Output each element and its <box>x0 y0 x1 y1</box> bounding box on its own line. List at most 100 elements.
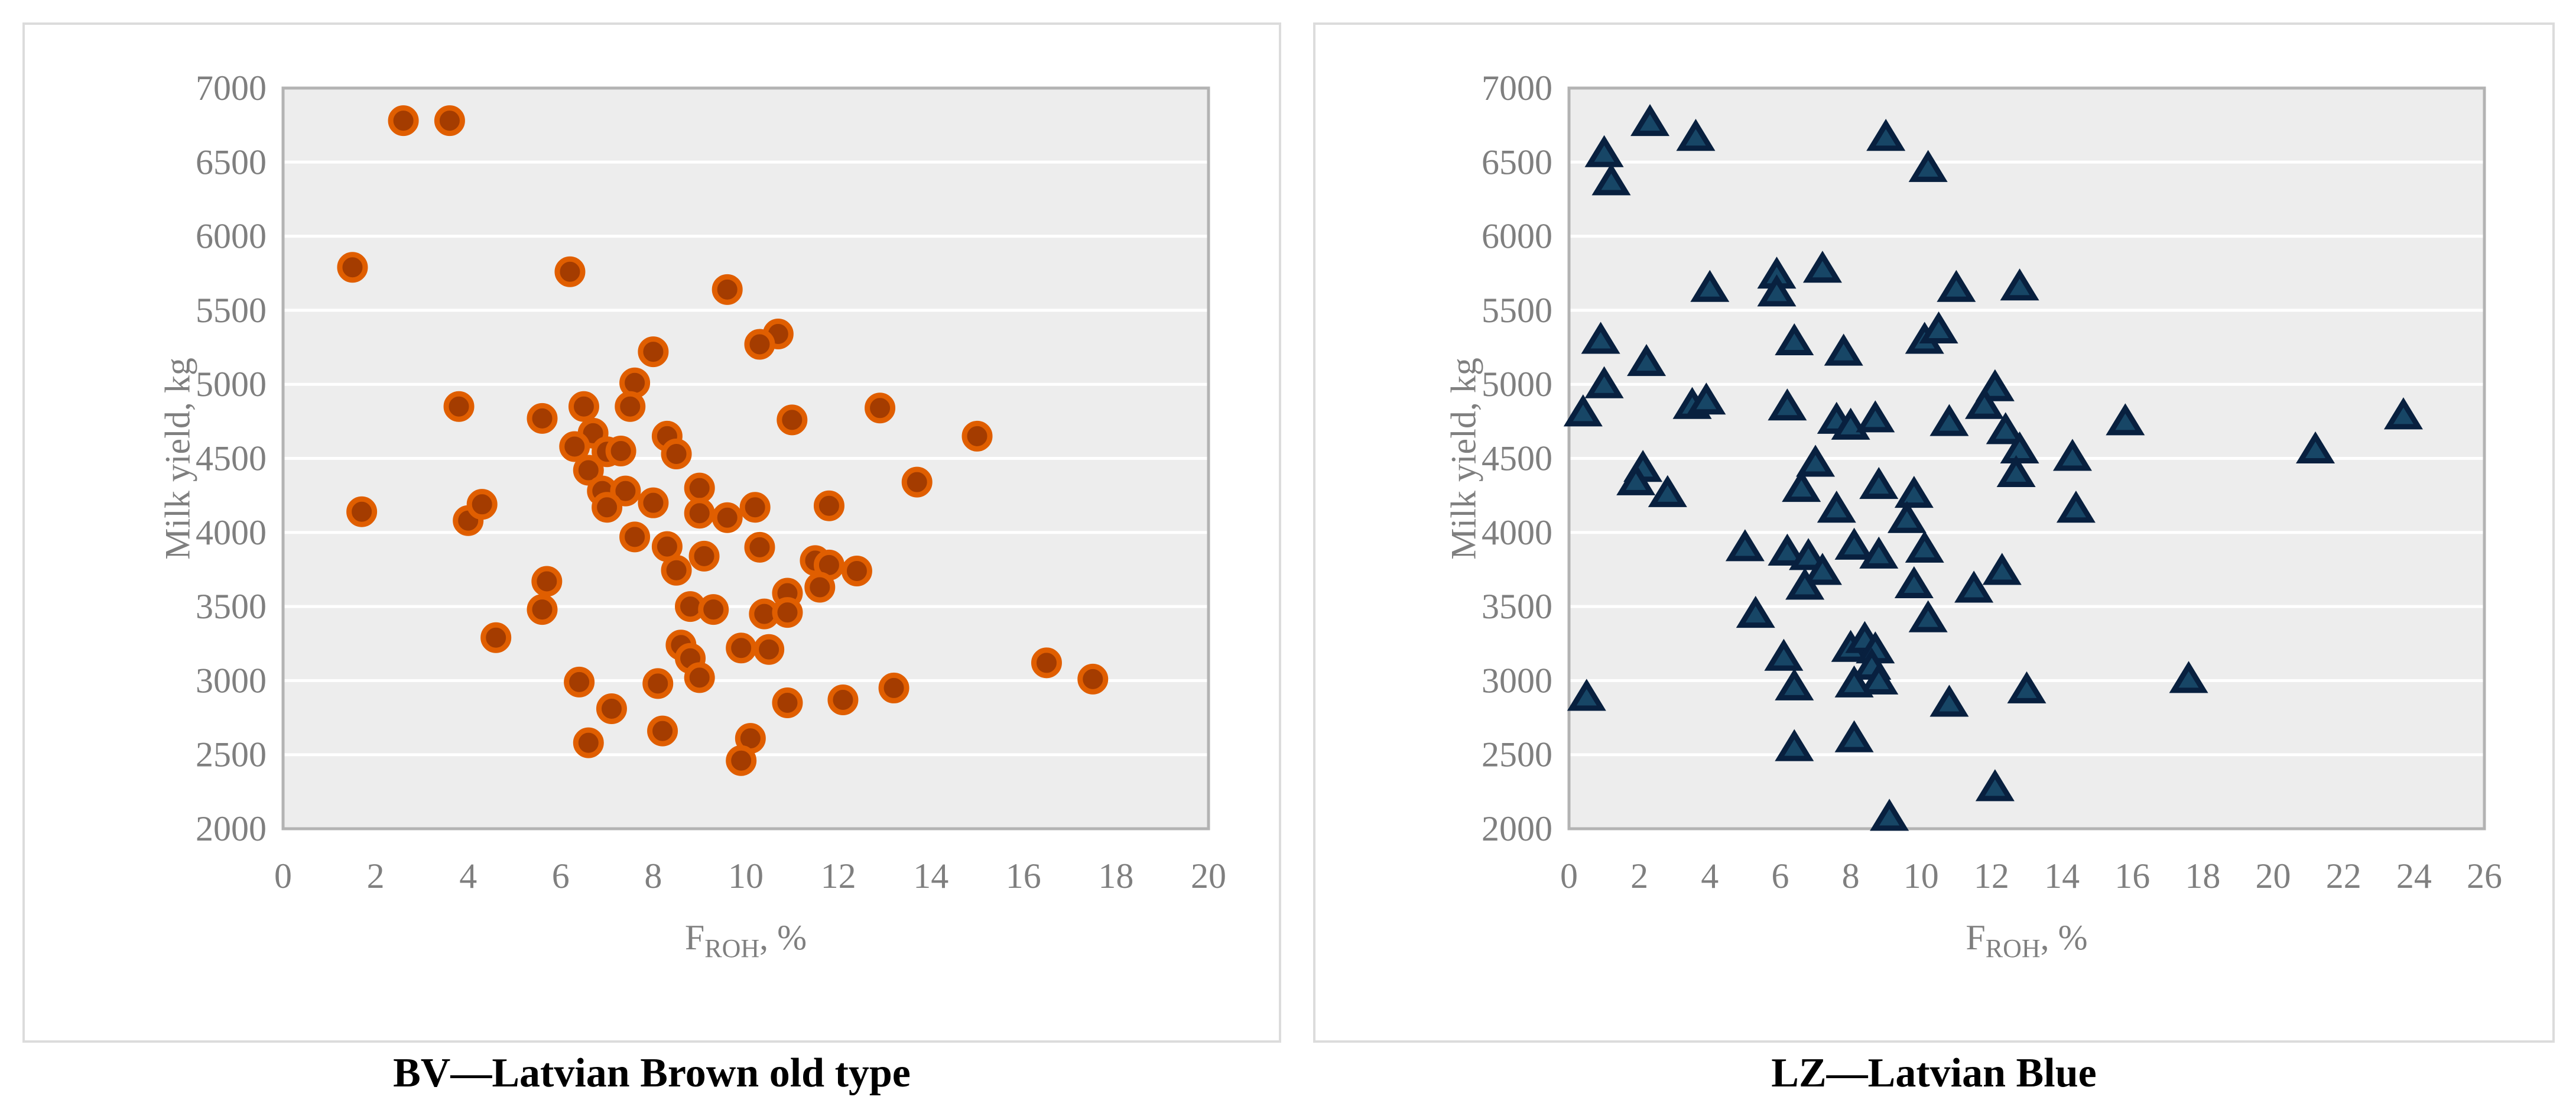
x-tick-label: 10 <box>1903 857 1939 896</box>
data-point-circle <box>865 392 896 424</box>
y-tick-label: 3500 <box>1482 587 1552 626</box>
data-point-triangle <box>1775 729 1814 761</box>
x-tick-label: 8 <box>644 857 662 896</box>
data-point-circle <box>684 498 715 529</box>
data-point-circle <box>961 420 993 452</box>
data-point-triangle <box>1690 270 1730 302</box>
data-point-triangle <box>1648 475 1687 507</box>
data-point-circle <box>726 745 757 776</box>
x-tick-label: 12 <box>821 857 856 896</box>
data-point-triangle <box>2056 491 2096 523</box>
y-tick-label: 3000 <box>196 661 267 700</box>
plot-border <box>281 86 1210 830</box>
data-point-triangle <box>1736 595 1775 628</box>
x-axis-title: FROH, % <box>1966 917 2087 963</box>
data-point-circle <box>527 403 558 434</box>
y-tick-label: 7000 <box>196 69 267 108</box>
y-tick-label: 5000 <box>196 365 267 404</box>
x-tick-label: 18 <box>1098 857 1133 896</box>
data-point-triangle <box>1775 668 1814 700</box>
data-point-circle <box>772 687 803 718</box>
chart-panel-bv: 0 2 4 6 8 10 12 14 16 18 20 2000 2500 3000 3500 4000 450… <box>22 22 1281 1043</box>
y-tick-label: 2500 <box>196 735 267 774</box>
data-point-triangle <box>1859 536 1899 569</box>
data-point-triangle <box>1789 538 1828 570</box>
data-point-triangle <box>1919 311 1958 343</box>
data-point-circle <box>638 336 669 368</box>
data-point-triangle <box>1937 270 1976 302</box>
data-point-circle <box>777 404 808 436</box>
y-tick-label: 6500 <box>1482 142 1552 181</box>
data-point-circle <box>443 391 475 422</box>
y-tick-label: 2000 <box>1482 809 1552 848</box>
data-point-triangle <box>1581 322 1620 354</box>
data-point-triangle <box>1627 343 1667 377</box>
data-point-circle <box>841 555 872 586</box>
data-point-circle <box>388 105 419 137</box>
x-tick-label: 16 <box>2114 857 2150 896</box>
data-point-triangle <box>1859 466 1899 499</box>
data-point-triangle <box>1975 769 2015 802</box>
data-point-circle <box>688 540 720 572</box>
data-point-circle <box>480 622 512 653</box>
chart-block-lz: 0 2 4 6 8 10 12 14 16 18 20 22 24 26 2000 2500 3000 3500 4… <box>1313 22 2555 1096</box>
data-point-circle <box>527 594 558 625</box>
data-point-circle <box>638 487 669 518</box>
data-point-circle <box>564 666 595 698</box>
data-point-triangle <box>1929 404 1969 436</box>
data-point-triangle <box>1887 501 1927 533</box>
data-point-circle <box>661 554 692 586</box>
data-point-circle <box>661 438 692 469</box>
data-point-triangle <box>1616 463 1656 495</box>
data-point-triangle <box>1687 382 1726 415</box>
y-tick-label: 5500 <box>196 291 267 330</box>
plot-border <box>1567 86 2486 830</box>
data-point-triangle <box>1591 163 1631 196</box>
data-point-triangle <box>1996 455 2036 488</box>
data-point-circle <box>1031 647 1062 679</box>
x-tick-label: 12 <box>1974 857 2009 896</box>
data-point-circle <box>684 472 715 504</box>
chart-title-bv: BV—Latvian Brown old type <box>393 1050 911 1096</box>
data-point-triangle <box>2296 431 2335 463</box>
y-tick-label: 3500 <box>196 587 267 626</box>
data-point-circle <box>466 489 498 520</box>
data-point-triangle <box>2106 403 2145 436</box>
data-point-circle <box>813 490 844 521</box>
data-point-triangle <box>1584 366 1624 398</box>
data-point-circle <box>568 391 599 422</box>
data-point-triangle <box>1584 135 1624 167</box>
data-point-triangle <box>2007 671 2046 703</box>
data-point-circle <box>337 252 368 283</box>
data-point-triangle <box>1954 570 1994 603</box>
data-point-circle <box>744 531 775 563</box>
data-point-circle <box>434 105 465 137</box>
data-point-circle <box>772 597 803 628</box>
x-tick-label: 0 <box>1560 857 1578 896</box>
scatter-plot-lz: 0 2 4 6 8 10 12 14 16 18 20 22 24 2620002500300035004… <box>1482 69 2502 896</box>
data-point-triangle <box>2169 661 2208 693</box>
data-point-circle <box>610 475 641 507</box>
x-axis-title-sub: ROH <box>1985 934 2041 963</box>
data-point-circle <box>573 455 604 486</box>
data-point-triangle <box>1824 333 1863 366</box>
y-tick-label: 6500 <box>196 142 267 181</box>
y-tick-label: 5500 <box>1482 291 1552 330</box>
data-point-triangle <box>1802 553 1842 585</box>
data-point-triangle <box>1768 388 1807 421</box>
data-point-circle <box>753 634 785 665</box>
x-axis-title-suffix: , % <box>759 918 807 957</box>
data-point-circle <box>744 329 775 360</box>
data-point-triangle <box>2052 439 2092 471</box>
x-tick-label: 16 <box>1006 857 1041 896</box>
data-point-triangle <box>1894 566 1934 599</box>
data-point-circle <box>684 662 715 693</box>
data-point-triangle <box>1929 684 1969 717</box>
data-point-circle <box>346 496 378 527</box>
x-tick-label: 6 <box>552 857 570 896</box>
data-point-triangle <box>1905 530 1944 563</box>
x-tick-label: 20 <box>2256 857 2291 896</box>
data-point-triangle <box>1676 119 1716 151</box>
y-tick-label: 4000 <box>1482 513 1552 552</box>
